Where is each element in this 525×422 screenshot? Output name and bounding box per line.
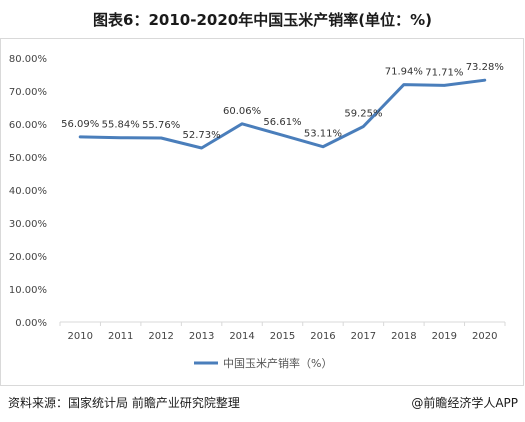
brand-credit: @前瞻经济学人APP [411,396,518,410]
y-tick-label: 60.00% [9,120,47,131]
series-line [78,78,487,150]
x-tick-label: 2019 [432,331,457,342]
data-label: 71.94% [385,67,423,78]
y-tick-label: 20.00% [9,252,47,263]
y-tick-label: 70.00% [9,87,47,98]
x-tick-label: 2018 [391,331,416,342]
x-tick-label: 2014 [229,331,254,342]
data-label: 73.28% [466,62,504,73]
data-label: 52.73% [183,130,221,141]
data-label: 59.25% [344,108,382,119]
y-tick-label: 30.00% [9,219,47,230]
x-axis-ticks: 2010 2011 2012 2013 2014 2015 2016 2017 2018 2019… [59,322,506,342]
x-tick-label: 2013 [189,331,214,342]
y-tick-label: 10.00% [9,285,47,296]
data-label: 56.61% [263,117,301,128]
data-label: 56.09% [61,119,99,130]
x-tick-label: 2015 [270,331,295,342]
chart-frame [0,38,524,386]
x-tick-label: 2017 [351,331,376,342]
y-tick-label: 50.00% [9,153,47,164]
data-label: 71.71% [425,67,463,78]
x-tick-label: 2020 [472,331,497,342]
data-label: 55.84% [102,120,140,131]
data-label: 60.06% [223,106,261,117]
x-tick-label: 2011 [108,331,133,342]
source-note: 资料来源：国家统计局 前瞻产业研究院整理 [8,396,240,410]
x-tick-label: 2016 [310,331,335,342]
y-tick-label: 80.00% [9,54,47,65]
data-label: 55.76% [142,120,180,131]
y-tick-label: 40.00% [9,186,47,197]
legend-label: 中国玉米产销率（%） [223,356,332,370]
x-tick-label: 2012 [148,331,173,342]
y-tick-label: 0.00% [15,318,47,329]
data-label: 53.11% [304,129,342,140]
y-axis-ticks: 0.00% 10.00% 20.00% 30.00% 40.00% 50.00% 60.00… [9,54,47,329]
x-tick-label: 2010 [68,331,93,342]
chart-title: 图表6：2010-2020年中国玉米产销率(单位：%) [93,11,432,29]
legend: 中国玉米产销率（%） [194,356,332,370]
data-labels: 56.09% 55.84% 55.76%52.73% 60.06%56.61%53.1… [61,62,504,141]
